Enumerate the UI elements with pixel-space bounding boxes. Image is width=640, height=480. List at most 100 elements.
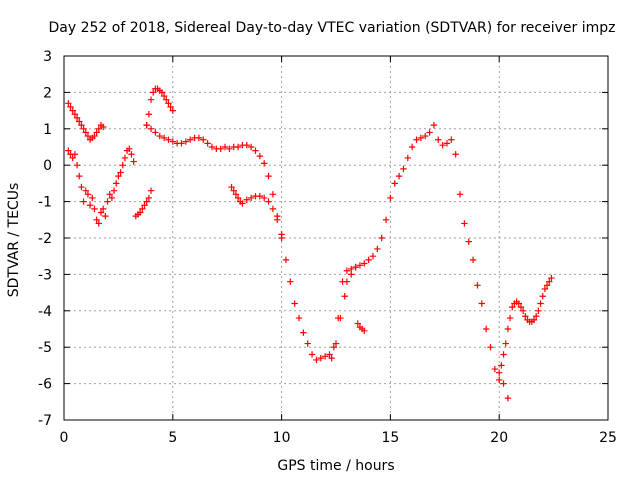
data-point-s0-16: [99, 123, 107, 131]
data-point-s4-60: [404, 154, 412, 162]
data-point-s3-8: [160, 92, 168, 100]
data-point-s8-6: [509, 303, 516, 311]
data-point-s3-2: [147, 96, 155, 103]
data-point-s4-19: [226, 145, 233, 153]
data-point-s1-9: [84, 191, 92, 198]
data-point-s4-18: [221, 143, 229, 151]
data-point-s4-15: [208, 143, 216, 151]
data-point-s4-78: [482, 325, 490, 333]
data-point-s4-82: [500, 380, 507, 387]
data-point-s5-14: [278, 231, 285, 238]
y-tick-label: -1: [38, 195, 52, 211]
data-point-s0-5: [76, 118, 83, 125]
y-tick-label: 3: [43, 49, 52, 65]
data-point-s4-83: [504, 394, 512, 402]
data-point-s2-5: [143, 198, 150, 205]
y-tick-label: 0: [43, 158, 52, 174]
data-point-s1-21: [110, 187, 118, 194]
data-point-s4-54: [378, 234, 385, 242]
data-point-s7-3: [361, 327, 368, 335]
data-point-s4-47: [348, 265, 355, 273]
data-point-s0-9: [84, 132, 92, 140]
data-point-s4-25: [252, 147, 259, 154]
data-point-s5-0: [228, 183, 235, 191]
data-point-s5-12: [269, 205, 277, 213]
data-point-s8-5: [506, 314, 514, 322]
data-point-s4-65: [426, 129, 433, 136]
data-point-s0-0: [65, 100, 72, 107]
data-point-s4-72: [456, 191, 464, 198]
data-point-s4-46: [343, 267, 351, 274]
data-point-s6-2: [337, 314, 344, 322]
data-point-s1-24: [117, 169, 124, 176]
data-point-s1-10: [86, 202, 94, 209]
data-point-s8-23: [546, 278, 553, 285]
y-tick-label: -3: [38, 267, 52, 283]
data-point-s4-81: [496, 376, 503, 384]
data-point-s4-14: [204, 140, 211, 147]
data-point-s2-2: [136, 209, 144, 216]
data-point-s4-56: [387, 194, 394, 202]
data-point-s0-1: [67, 103, 74, 111]
data-point-s4-40: [317, 354, 324, 362]
data-point-s4-36: [300, 329, 307, 336]
data-point-s4-2: [152, 129, 159, 136]
data-point-s1-7: [80, 198, 87, 205]
data-point-s5-11: [265, 198, 272, 205]
data-point-s4-6: [169, 138, 176, 145]
data-point-s4-10: [187, 136, 194, 143]
data-point-s4-34: [291, 300, 298, 307]
x-tick-label: 5: [168, 430, 177, 446]
data-point-s1-3: [71, 151, 79, 158]
data-point-s5-9: [256, 192, 264, 200]
data-point-s6-4: [343, 278, 351, 285]
data-point-s1-17: [102, 212, 109, 220]
data-point-s4-43: [330, 344, 338, 351]
data-point-s4-38: [308, 351, 316, 358]
data-point-s4-76: [474, 282, 481, 289]
data-point-s1-13: [93, 216, 100, 223]
data-point-s4-35: [295, 314, 303, 322]
data-point-s2-6: [145, 194, 153, 202]
chart-title: Day 252 of 2018, Sidereal Day-to-day VTE…: [49, 20, 616, 36]
data-point-s4-62: [413, 136, 420, 143]
data-point-s3-12: [169, 107, 176, 114]
y-axis-label: SDTVAR / TECUs: [6, 183, 22, 298]
data-point-s8-11: [519, 307, 527, 314]
data-point-s6-1: [332, 340, 340, 347]
data-point-s3-11: [167, 103, 174, 111]
data-point-s0-8: [82, 129, 89, 136]
data-point-s4-53: [374, 245, 381, 253]
data-point-s4-68: [439, 141, 446, 149]
data-point-s4-52: [369, 253, 377, 260]
data-point-s1-4: [73, 162, 81, 169]
data-point-s1-20: [108, 194, 116, 202]
data-point-s4-28: [265, 172, 272, 180]
data-point-s4-4: [160, 134, 168, 142]
data-point-s5-13: [274, 216, 281, 223]
data-point-s4-5: [165, 136, 172, 143]
data-point-s6-5: [348, 271, 355, 278]
data-point-s2-7: [147, 187, 155, 194]
y-tick-label: -5: [38, 340, 52, 356]
data-point-s1-0: [65, 147, 72, 154]
x-tick-label: 0: [60, 430, 69, 446]
data-point-s4-26: [256, 152, 264, 160]
x-axis-label: GPS time / hours: [277, 458, 394, 474]
x-tick-label: 25: [599, 430, 617, 446]
data-point-s1-2: [69, 154, 76, 162]
data-point-s4-1: [147, 125, 155, 132]
data-point-s4-61: [408, 143, 416, 151]
data-point-s8-16: [530, 316, 538, 324]
data-point-s1-11: [89, 194, 96, 202]
data-point-s5-6: [243, 196, 250, 203]
data-point-s1-14: [95, 220, 103, 227]
data-point-s8-10: [517, 303, 525, 311]
data-point-s8-4: [504, 325, 512, 333]
data-point-s1-6: [78, 183, 85, 191]
data-point-s1-25: [119, 162, 126, 169]
data-point-s4-39: [313, 356, 320, 364]
data-point-s4-66: [430, 121, 438, 129]
data-point-s4-21: [234, 143, 242, 151]
